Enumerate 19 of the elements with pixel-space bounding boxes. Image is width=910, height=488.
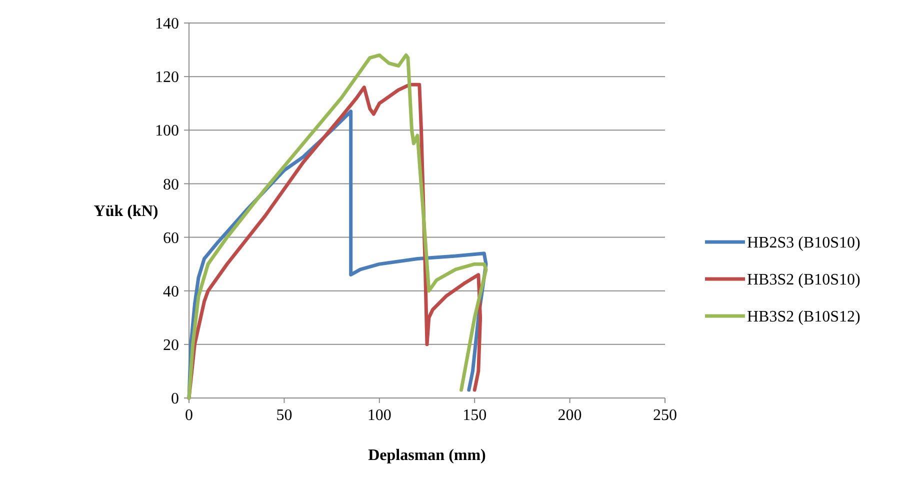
y-tick-label: 140	[155, 16, 179, 33]
y-tick-label: 40	[163, 283, 179, 300]
x-tick-label: 100	[367, 407, 392, 424]
x-axis-title: Deplasman (mm)	[368, 447, 486, 464]
y-tick-label: 20	[163, 337, 179, 354]
y-tick-label: 120	[155, 69, 179, 86]
x-tick-label: 250	[653, 407, 677, 424]
x-tick-label: 200	[558, 407, 582, 424]
y-axis-title: Yük (kN)	[94, 203, 158, 220]
legend-label: HB3S2 (B10S10)	[747, 272, 860, 289]
x-tick-label: 50	[276, 407, 292, 424]
y-tick-label: 100	[155, 122, 179, 140]
y-tick-label: 0	[171, 390, 179, 408]
legend-label: HB3S2 (B10S12)	[747, 308, 860, 326]
x-tick-label: 0	[185, 407, 193, 424]
y-tick-label: 80	[163, 176, 179, 194]
x-tick-label: 150	[462, 407, 487, 424]
y-tick-label: 60	[163, 230, 179, 247]
legend-label: HB2S3 (B10S10)	[747, 234, 860, 252]
